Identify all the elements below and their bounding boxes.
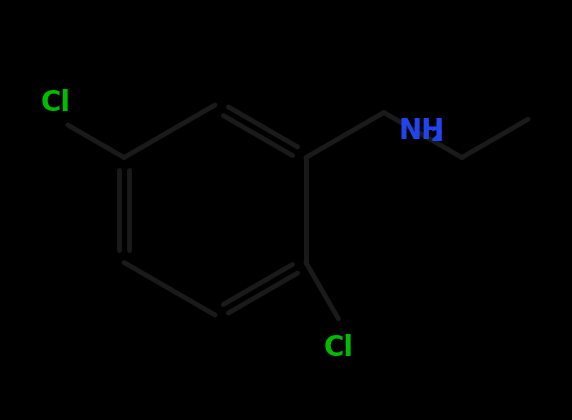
Text: Cl: Cl	[41, 89, 71, 117]
Text: NH: NH	[399, 116, 445, 144]
Text: 2: 2	[431, 126, 443, 144]
Text: Cl: Cl	[323, 334, 353, 362]
